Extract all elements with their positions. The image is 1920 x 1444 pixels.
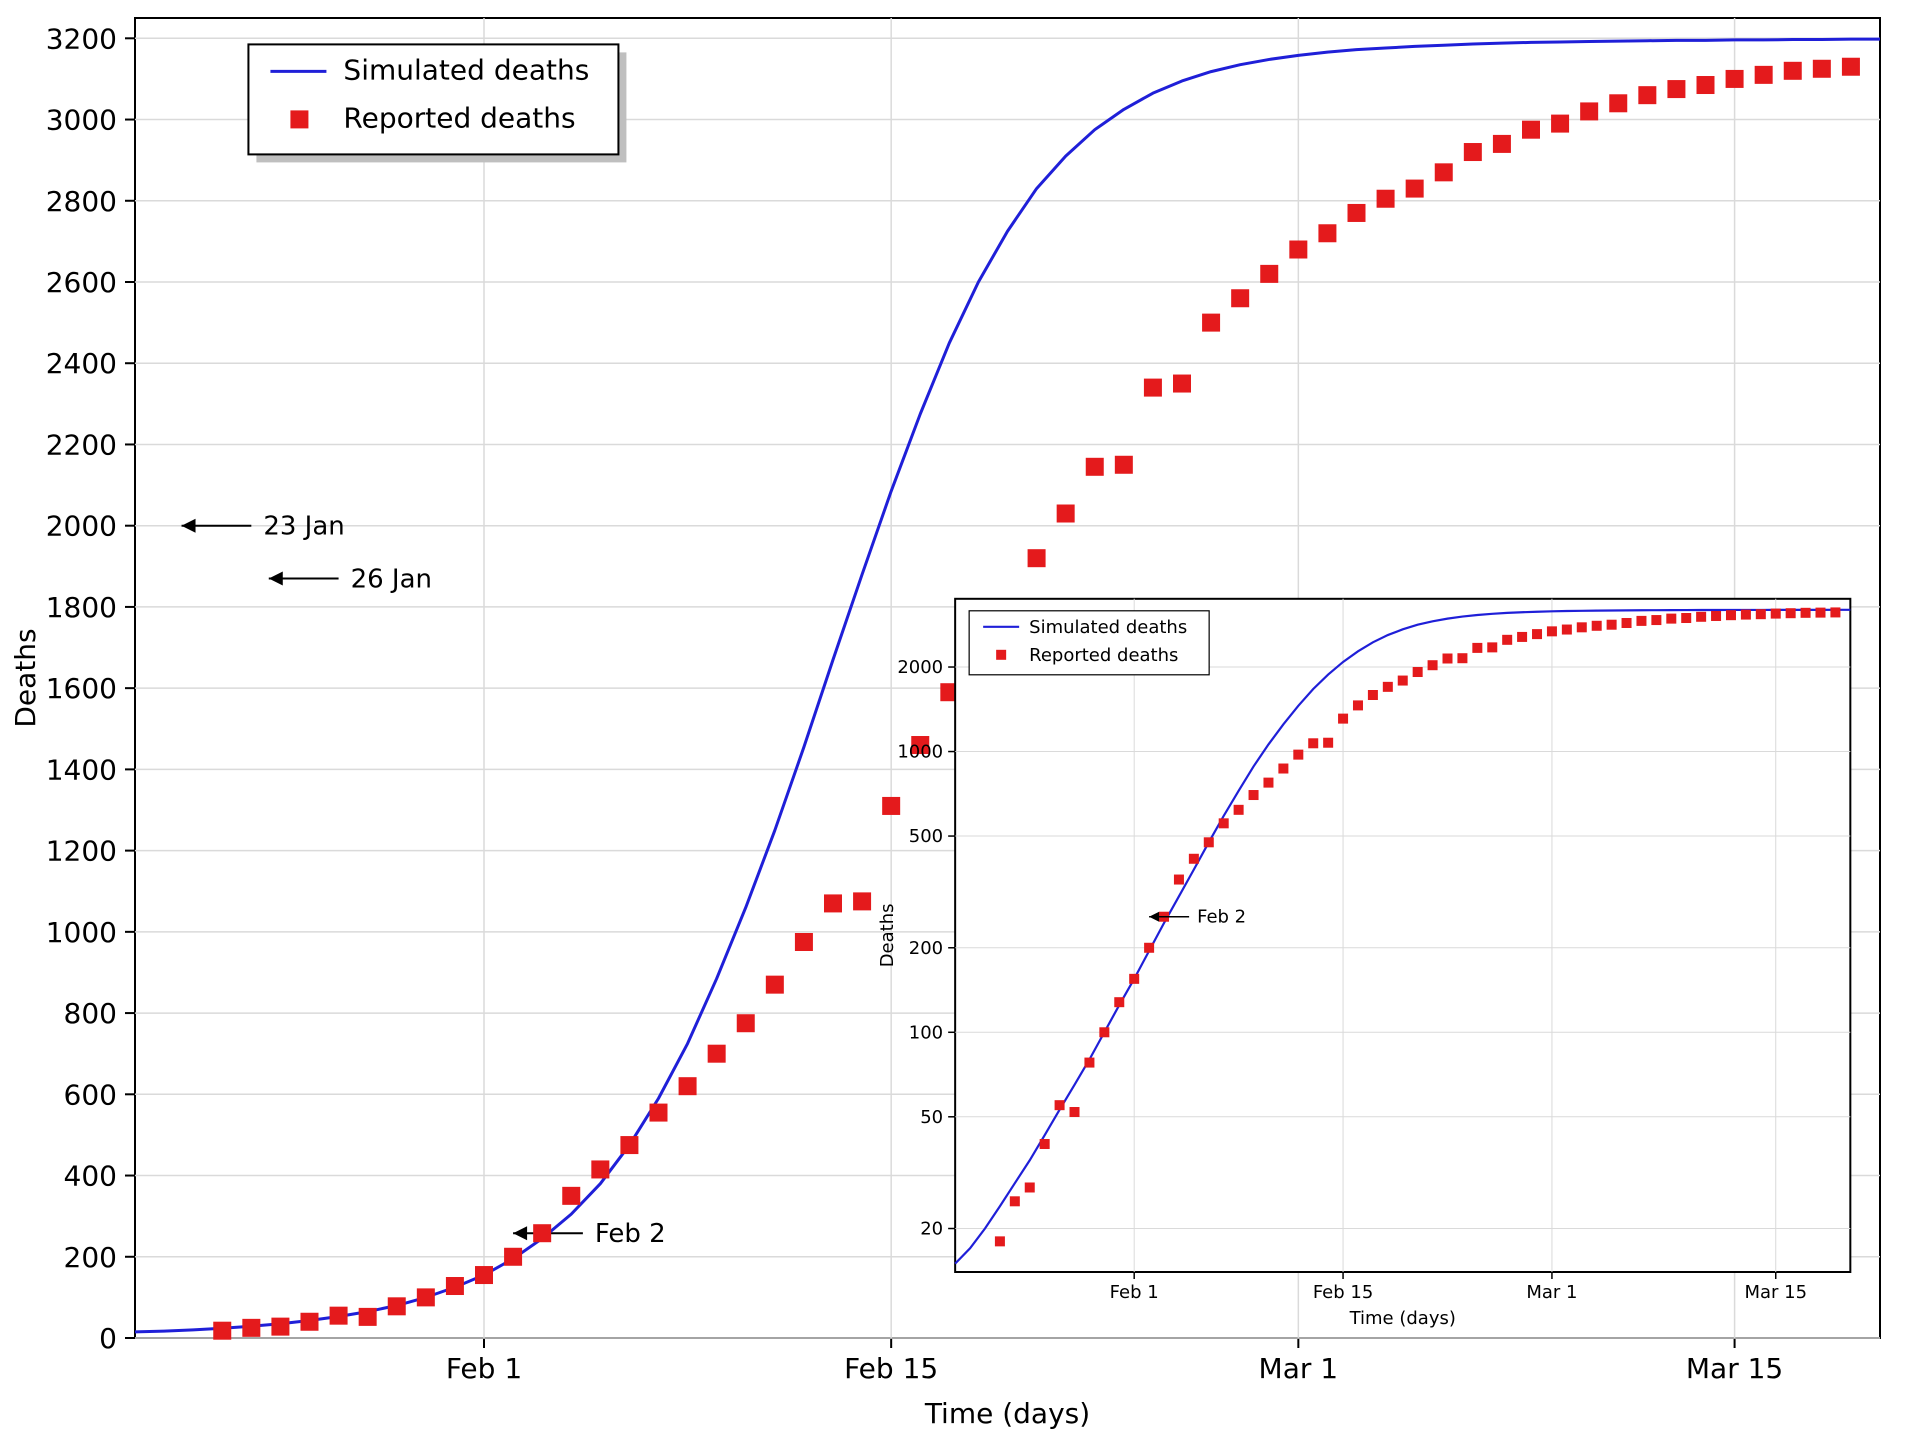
svg-text:500: 500 (909, 826, 943, 847)
svg-text:2600: 2600 (46, 266, 117, 299)
svg-text:3200: 3200 (46, 22, 117, 55)
svg-text:Simulated deaths: Simulated deaths (343, 53, 589, 86)
svg-text:Time (days): Time (days) (1349, 1308, 1456, 1329)
svg-text:3000: 3000 (46, 104, 117, 137)
svg-text:2200: 2200 (46, 428, 117, 461)
svg-text:Deaths: Deaths (9, 628, 42, 727)
svg-text:20: 20 (920, 1219, 943, 1240)
figure-svg: Feb 1Feb 15Mar 1Mar 15020040060080010001… (0, 0, 1920, 1440)
svg-text:1800: 1800 (46, 591, 117, 624)
svg-text:2000: 2000 (46, 510, 117, 543)
svg-text:26 Jan: 26 Jan (351, 564, 432, 594)
svg-text:1600: 1600 (46, 672, 117, 705)
svg-text:Mar 15: Mar 15 (1686, 1352, 1783, 1385)
svg-text:Simulated deaths: Simulated deaths (1029, 617, 1187, 638)
svg-text:Feb 2: Feb 2 (1197, 907, 1246, 928)
svg-text:23 Jan: 23 Jan (263, 512, 344, 542)
svg-text:Reported deaths: Reported deaths (1029, 645, 1178, 666)
svg-text:1000: 1000 (46, 916, 117, 949)
svg-text:2400: 2400 (46, 347, 117, 380)
chart-container: Feb 1Feb 15Mar 1Mar 15020040060080010001… (0, 0, 1920, 1440)
svg-text:600: 600 (64, 1078, 117, 1111)
svg-text:1000: 1000 (897, 742, 943, 763)
svg-text:Feb 1: Feb 1 (1110, 1282, 1159, 1303)
svg-text:200: 200 (909, 938, 943, 959)
svg-text:0: 0 (99, 1322, 117, 1355)
svg-text:100: 100 (909, 1022, 943, 1043)
svg-text:Mar 1: Mar 1 (1259, 1352, 1339, 1385)
svg-text:2800: 2800 (46, 185, 117, 218)
svg-text:Deaths: Deaths (877, 903, 898, 967)
svg-text:Feb 2: Feb 2 (595, 1219, 666, 1249)
svg-text:1200: 1200 (46, 835, 117, 868)
svg-text:1400: 1400 (46, 753, 117, 786)
svg-text:800: 800 (64, 997, 117, 1030)
svg-text:Feb 1: Feb 1 (446, 1352, 522, 1385)
svg-text:Reported deaths: Reported deaths (343, 101, 575, 134)
svg-text:400: 400 (64, 1160, 117, 1193)
svg-text:200: 200 (64, 1241, 117, 1274)
svg-text:Mar 15: Mar 15 (1744, 1282, 1807, 1303)
svg-text:Feb 15: Feb 15 (1313, 1282, 1374, 1303)
svg-text:50: 50 (920, 1107, 943, 1128)
svg-text:Mar 1: Mar 1 (1526, 1282, 1577, 1303)
svg-text:Feb 15: Feb 15 (844, 1352, 938, 1385)
svg-text:Time (days): Time (days) (924, 1397, 1090, 1430)
svg-text:2000: 2000 (897, 657, 943, 678)
